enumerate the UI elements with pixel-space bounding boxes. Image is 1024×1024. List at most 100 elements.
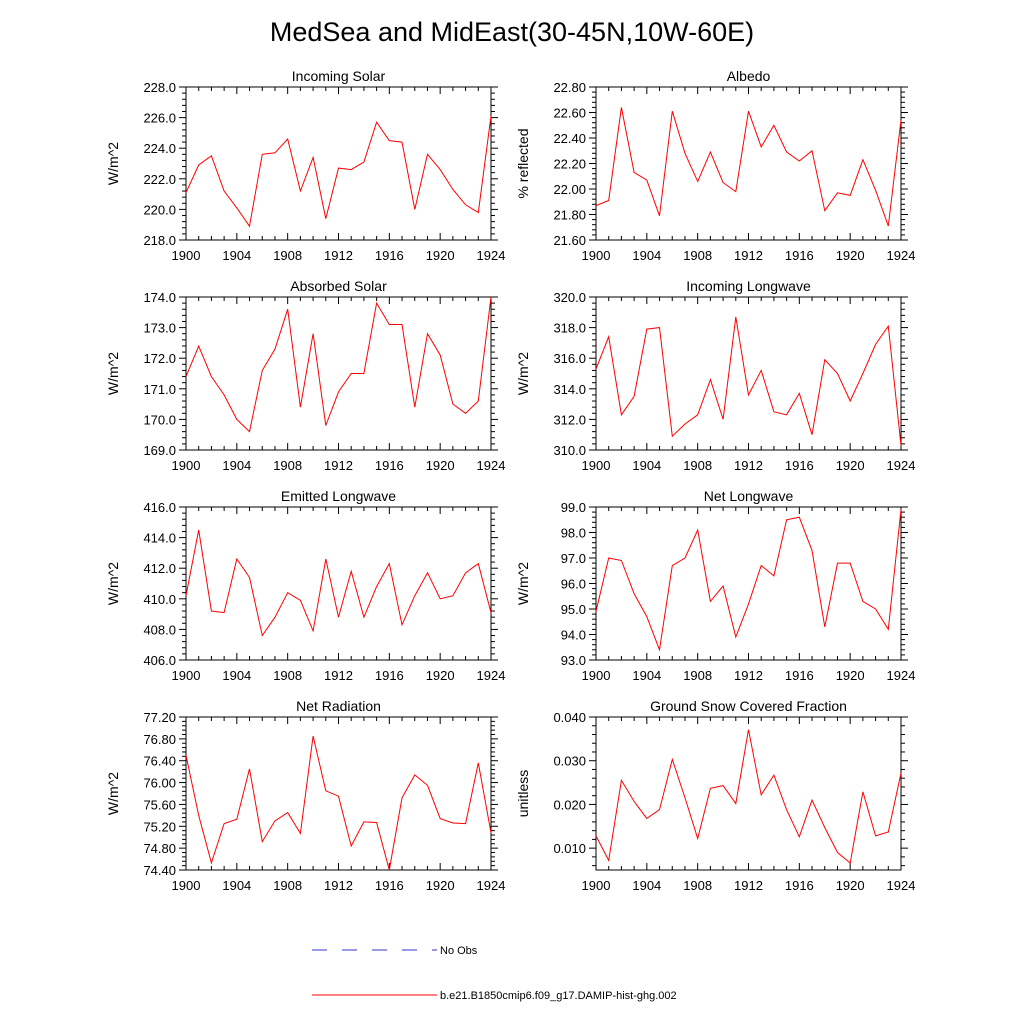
x-tick-label: 1908 <box>273 248 302 263</box>
panel-title: Incoming Solar <box>292 68 386 84</box>
x-tick-label: 1920 <box>426 668 455 683</box>
panel-title: Absorbed Solar <box>290 278 387 294</box>
panel-title: Net Radiation <box>296 698 381 714</box>
y-tick-label: 408.0 <box>143 622 176 637</box>
y-tick-label: 416.0 <box>143 500 176 515</box>
panel-0: Incoming Solar W/m^2 1900 1904 1908 1912 1916 1… <box>105 68 505 263</box>
x-tick-label: 1924 <box>887 458 916 473</box>
y-tick-label: 21.80 <box>553 208 586 223</box>
x-tick-label: 1912 <box>324 248 353 263</box>
x-tick-label: 1920 <box>836 668 865 683</box>
x-tick-label: 1924 <box>887 878 916 893</box>
y-tick-label: 75.60 <box>143 797 176 812</box>
y-tick-label: 171.0 <box>143 382 176 397</box>
panel-4: Emitted Longwave W/m^2 1900 1904 1908 1912 191… <box>105 488 505 683</box>
x-tick-label: 1900 <box>582 458 611 473</box>
x-tick-label: 1900 <box>172 458 201 473</box>
panel-title: Ground Snow Covered Fraction <box>650 698 847 714</box>
series-line-0 <box>185 735 492 871</box>
x-tick-label: 1920 <box>426 248 455 263</box>
x-tick-label: 1924 <box>477 878 506 893</box>
plot-frame <box>595 86 902 241</box>
y-tick-label: 174.0 <box>143 290 176 305</box>
y-axis-label: unitless <box>515 770 531 817</box>
x-tick-label: 1904 <box>632 248 661 263</box>
panel-3: Incoming Longwave W/m^2 1900 1904 1908 1912 19… <box>515 278 915 473</box>
series-line-0 <box>595 729 902 864</box>
x-tick-label: 1916 <box>375 668 404 683</box>
legend-label-no-obs: No Obs <box>440 945 478 957</box>
x-tick-label: 1908 <box>683 668 712 683</box>
x-tick-label: 1916 <box>375 458 404 473</box>
panel-title: Net Longwave <box>704 488 794 504</box>
x-tick-label: 1908 <box>683 458 712 473</box>
panel-6: Net Radiation W/m^2 1900 1904 1908 1912 1916 19… <box>105 698 505 893</box>
x-tick-label: 1920 <box>426 458 455 473</box>
x-tick-label: 1900 <box>172 668 201 683</box>
y-tick-label: 172.0 <box>143 351 176 366</box>
y-tick-label: 77.20 <box>143 710 176 725</box>
y-tick-label: 228.0 <box>143 80 176 95</box>
y-tick-label: 170.0 <box>143 412 176 427</box>
x-tick-label: 1924 <box>477 248 506 263</box>
x-tick-label: 1912 <box>324 878 353 893</box>
series-line-0 <box>595 316 902 446</box>
x-tick-label: 1904 <box>222 668 251 683</box>
x-tick-label: 1900 <box>172 248 201 263</box>
x-tick-label: 1912 <box>324 668 353 683</box>
x-tick-label: 1916 <box>375 878 404 893</box>
y-tick-label: 310.0 <box>553 443 586 458</box>
y-tick-label: 22.00 <box>553 182 586 197</box>
x-tick-label: 1920 <box>836 878 865 893</box>
x-tick-label: 1924 <box>887 668 916 683</box>
y-axis-label: W/m^2 <box>105 352 121 395</box>
panel-title: Emitted Longwave <box>281 488 396 504</box>
y-tick-label: 412.0 <box>143 561 176 576</box>
y-tick-label: 220.0 <box>143 202 176 217</box>
y-tick-label: 0.030 <box>553 754 586 769</box>
y-tick-label: 406.0 <box>143 653 176 668</box>
y-tick-label: 96.0 <box>561 577 586 592</box>
y-tick-label: 218.0 <box>143 233 176 248</box>
series-line-0 <box>185 116 492 228</box>
y-axis-label: W/m^2 <box>515 562 531 605</box>
x-tick-label: 1920 <box>836 458 865 473</box>
series-line-0 <box>595 509 902 652</box>
y-tick-label: 414.0 <box>143 531 176 546</box>
x-tick-label: 1900 <box>582 668 611 683</box>
y-axis-label: W/m^2 <box>105 772 121 815</box>
y-tick-label: 22.40 <box>553 131 586 146</box>
x-tick-label: 1924 <box>477 668 506 683</box>
y-axis-label: % reflected <box>515 128 531 198</box>
x-tick-label: 1908 <box>683 248 712 263</box>
y-tick-label: 173.0 <box>143 321 176 336</box>
y-tick-label: 76.80 <box>143 732 176 747</box>
y-axis-label: W/m^2 <box>105 562 121 605</box>
x-tick-label: 1904 <box>632 668 661 683</box>
y-tick-label: 22.60 <box>553 106 586 121</box>
y-tick-label: 75.20 <box>143 819 176 834</box>
x-tick-label: 1912 <box>734 878 763 893</box>
x-tick-label: 1916 <box>785 878 814 893</box>
x-tick-label: 1920 <box>426 878 455 893</box>
panel-2: Absorbed Solar W/m^2 1900 1904 1908 1912 1916 1… <box>105 278 505 473</box>
x-tick-label: 1908 <box>273 458 302 473</box>
x-tick-label: 1912 <box>734 458 763 473</box>
y-tick-label: 316.0 <box>553 351 586 366</box>
plot-frame <box>595 296 902 451</box>
series-line-0 <box>595 107 902 227</box>
y-tick-label: 226.0 <box>143 111 176 126</box>
x-tick-label: 1900 <box>582 878 611 893</box>
y-axis-label: W/m^2 <box>515 352 531 395</box>
y-tick-label: 98.0 <box>561 526 586 541</box>
x-tick-label: 1924 <box>477 458 506 473</box>
legend-label-model: b.e21.B1850cmip6.f09_g17.DAMIP-hist-ghg.… <box>440 990 677 1002</box>
y-tick-label: 94.0 <box>561 628 586 643</box>
y-tick-label: 312.0 <box>553 412 586 427</box>
x-tick-label: 1900 <box>582 248 611 263</box>
y-tick-label: 74.80 <box>143 841 176 856</box>
y-tick-label: 320.0 <box>553 290 586 305</box>
x-tick-label: 1904 <box>222 248 251 263</box>
